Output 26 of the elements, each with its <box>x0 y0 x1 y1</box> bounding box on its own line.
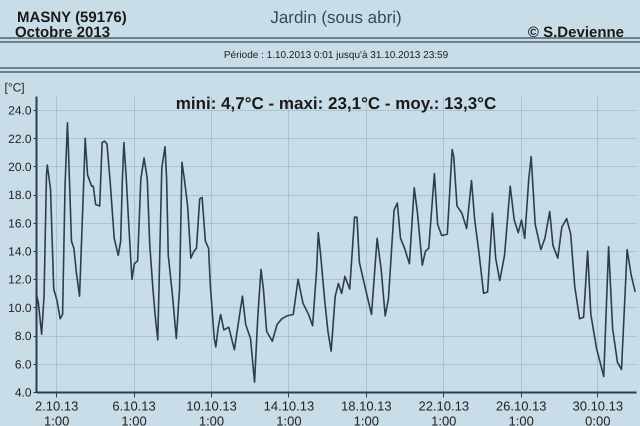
y-tick-label: 16.0 <box>8 216 32 230</box>
y-axis-title: [°C] <box>4 80 25 94</box>
text: Période : 1.10.2013 0:01 jusqu'à 31.10.2013 23:59 <box>224 50 449 61</box>
y-tick-label: 12.0 <box>8 272 32 287</box>
y-tick-label: 8.0 <box>14 329 32 344</box>
y-tick-label: 10.0 <box>8 300 32 315</box>
y-tick-label: 4.0 <box>14 386 32 400</box>
x-tick-label: 14.10.13 1:00 <box>264 398 314 426</box>
x-tick-label: 22.10.13 1:00 <box>418 398 470 426</box>
x-tick-label: 6.10.13 1:00 <box>112 398 156 426</box>
chart-title: Jardin (sous abri) <box>270 8 402 27</box>
x-tick-label: 18.10.13 1:00 <box>341 398 392 426</box>
y-tick-label: 20.0 <box>8 160 32 174</box>
x-tick-label: 30.10.13 0:00 <box>572 398 624 426</box>
annotation: mini: 4,7°C - maxi: 23,1°C - moy.: 13,3°C <box>176 94 496 113</box>
text: © S.Devienne <box>528 24 624 41</box>
x-tick-label: 26.10.13 1:00 <box>496 398 546 426</box>
y-tick-label: 24.0 <box>8 104 32 118</box>
y-tick-label: 18.0 <box>8 188 32 202</box>
y-tick-label: 6.0 <box>14 357 32 372</box>
x-tick-label: 2.10.13 1:00 <box>34 398 78 426</box>
y-tick-label: 22.0 <box>8 132 32 146</box>
text: MASNY (59176) <box>17 9 127 26</box>
text: Octobre 2013 <box>15 24 110 41</box>
y-tick-label: 14.0 <box>8 244 32 259</box>
x-tick-label: 10.10.13 1:00 <box>186 398 237 426</box>
